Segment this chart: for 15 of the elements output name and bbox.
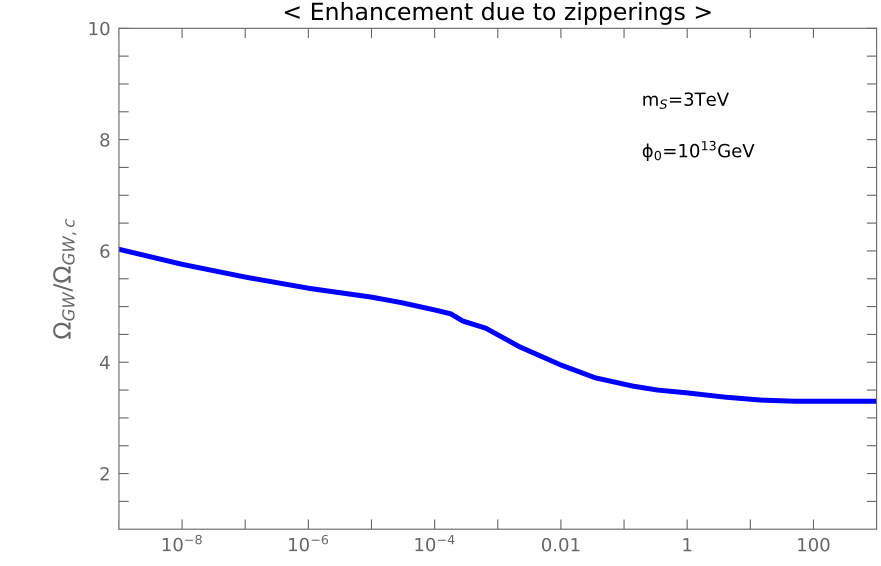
x-tick-label: 10$^{−8}$ (162, 534, 202, 552)
annotation: m$_{S}$=3TeV (643, 92, 729, 109)
x-tick-label: 0.01 (542, 538, 580, 552)
y-tick-label: 4 (100, 356, 110, 370)
x-tick-label: 100 (798, 538, 830, 552)
x-tick-label: 10$^{−4}$ (415, 535, 454, 552)
y-tick-label: 10 (90, 22, 110, 36)
y-tick-label: 2 (100, 467, 109, 480)
y-tick-label: 6 (100, 244, 110, 258)
y-tick-label: 8 (100, 133, 110, 147)
chart-title: < Enhancement due to zipperings > (284, 2, 711, 25)
x-tick-label: 10$^{−6}$ (289, 534, 328, 552)
annotation: ϕ$_{0}$=10$^{13}$GeV (642, 140, 754, 161)
x-tick-label: 1 (683, 538, 692, 552)
y-axis-title: Ω$_{GW}$/Ω$_{GW,c}$ (53, 218, 76, 339)
